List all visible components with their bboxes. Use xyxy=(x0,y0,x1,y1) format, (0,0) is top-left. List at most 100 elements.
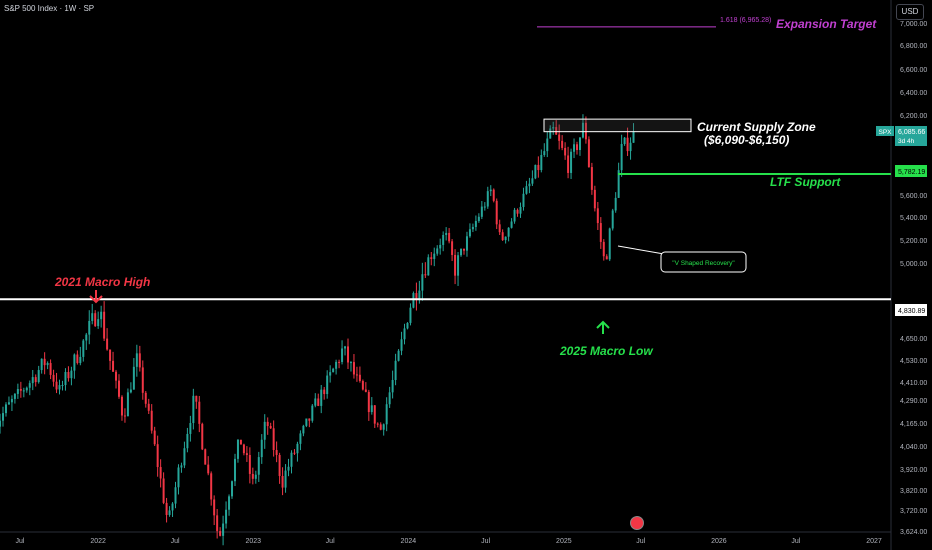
candle-body xyxy=(578,137,581,151)
candle-body xyxy=(552,127,555,129)
candle-body xyxy=(2,413,5,421)
candle-body xyxy=(611,210,614,229)
candle-body xyxy=(352,362,355,375)
candle-body xyxy=(73,354,76,371)
candle-body xyxy=(228,496,231,510)
candle-body xyxy=(159,467,162,479)
candle-body xyxy=(522,193,525,207)
time-axis[interactable]: Jul 2022 Jul 2023 Jul 2024 Jul 2025 Jul 2026 Jul 20… xyxy=(16,538,882,545)
candle-body xyxy=(263,421,266,440)
candle-body xyxy=(614,197,617,211)
candle-body xyxy=(174,487,177,504)
price-tick-label: 5,000.00 xyxy=(900,261,927,268)
candle-body xyxy=(272,428,275,451)
candle-body xyxy=(147,403,150,411)
time-tick-label: 2025 xyxy=(556,538,572,545)
candle-body xyxy=(135,353,138,367)
candle-body xyxy=(355,374,358,376)
candle-body xyxy=(492,189,495,201)
candle-body xyxy=(329,372,332,376)
macro-high-arrow xyxy=(89,290,103,304)
candle-body xyxy=(626,137,629,152)
v-recovery-callout[interactable] xyxy=(660,251,747,273)
price-tick-label: 4,040.00 xyxy=(900,444,927,451)
candle-body xyxy=(311,405,314,421)
candle-body xyxy=(61,385,64,387)
candle-body xyxy=(430,257,433,259)
price-tick-label: 5,600.00 xyxy=(900,193,927,200)
candle-body xyxy=(183,448,186,466)
candle-body xyxy=(623,137,626,145)
candle-body xyxy=(120,396,123,416)
candle-body xyxy=(40,358,43,371)
candle-body xyxy=(388,392,391,405)
price-tick-label: 3,720.00 xyxy=(900,508,927,515)
candle-body xyxy=(632,131,635,143)
candle-body xyxy=(546,138,549,152)
candle-body xyxy=(162,478,165,503)
price-tick-label: 5,200.00 xyxy=(900,238,927,245)
candle-body xyxy=(16,389,19,394)
time-tick-label: Jul xyxy=(791,538,800,545)
candle-body xyxy=(451,241,454,255)
currency-button[interactable]: USD xyxy=(896,4,924,20)
candlestick-series xyxy=(0,114,635,546)
v-recovery-text: "V Shaped Recovery" xyxy=(672,260,735,267)
candle-body xyxy=(477,216,480,221)
supply-zone-box[interactable] xyxy=(543,118,692,133)
candle-body xyxy=(448,232,451,242)
candle-body xyxy=(177,467,180,488)
candle-body xyxy=(165,502,168,515)
candle-body xyxy=(513,209,516,222)
candle-body xyxy=(266,421,269,427)
candle-body xyxy=(207,464,210,474)
candle-body xyxy=(335,361,338,369)
time-tick-label: Jul xyxy=(481,538,490,545)
candle-body xyxy=(269,426,272,429)
price-axis[interactable]: 7,000.00 6,800.00 6,600.00 6,400.00 6,200.00… xyxy=(900,21,927,536)
candle-body xyxy=(100,311,103,320)
candle-body xyxy=(34,377,37,383)
candle-body xyxy=(412,293,415,308)
time-tick-label: Jul xyxy=(636,538,645,545)
candle-body xyxy=(150,410,153,431)
candle-body xyxy=(153,430,156,445)
candle-body xyxy=(192,395,195,424)
symbol-title[interactable]: S&P 500 Index · 1W · SP xyxy=(4,4,95,13)
candle-body xyxy=(403,328,406,340)
expansion-fib-label: 1.618 (6,965.28) xyxy=(720,17,771,24)
candle-body xyxy=(52,374,55,382)
candle-body xyxy=(596,208,599,224)
candle-body xyxy=(76,354,79,364)
candle-body xyxy=(55,381,58,390)
candle-body xyxy=(58,385,61,390)
price-tick-label: 6,400.00 xyxy=(900,90,927,97)
candle-body xyxy=(293,452,296,454)
candle-body xyxy=(555,127,558,135)
candle-body xyxy=(254,474,257,479)
price-tick-label: 5,400.00 xyxy=(900,215,927,222)
candle-body xyxy=(460,248,463,256)
candle-body xyxy=(13,393,16,399)
expansion-target-label: Expansion Target xyxy=(776,17,877,31)
candle-body xyxy=(219,531,222,536)
time-tick-label: 2024 xyxy=(401,538,417,545)
candle-body xyxy=(296,443,299,454)
current-price-tag: SPX 6,085.66 3d 4h xyxy=(876,126,927,146)
supply-zone-title: Current Supply Zone xyxy=(697,120,816,134)
candle-body xyxy=(581,122,584,138)
candle-body xyxy=(19,389,22,391)
candle-body xyxy=(326,375,329,395)
price-tick-label: 4,410.00 xyxy=(900,380,927,387)
candle-body xyxy=(305,418,308,426)
candle-body xyxy=(391,379,394,393)
candle-body xyxy=(421,274,424,291)
candle-body xyxy=(504,236,507,241)
candle-body xyxy=(0,420,2,427)
candle-body xyxy=(320,389,323,406)
candle-body xyxy=(424,274,427,276)
candle-body xyxy=(94,313,97,327)
time-tick-label: Jul xyxy=(326,538,335,545)
candle-body xyxy=(82,340,85,357)
